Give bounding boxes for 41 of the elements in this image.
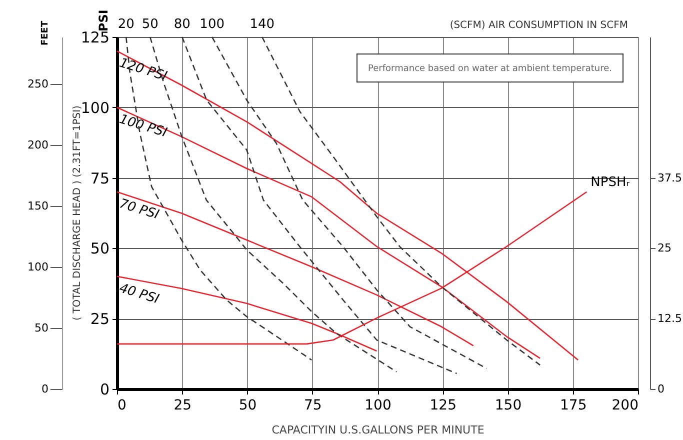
y-tick-label: 50: [90, 240, 110, 258]
y-axis-title: PSI: [96, 10, 110, 32]
annotation: Performance based on water at ambient temperature.: [368, 64, 612, 74]
x-axis-title: CAPACITYIN U.S.GALLONS PER MINUTE: [272, 424, 484, 436]
y3-tick-label: 50: [34, 322, 48, 335]
text: 70 PSI: [117, 196, 161, 223]
x-tick-label: 25: [174, 398, 192, 414]
y2-tick-label: 12.5: [658, 312, 682, 326]
y-tick-label: 75: [90, 169, 110, 188]
y3-tick-label: 0: [42, 382, 48, 396]
text: (SCFM) AIR CONSUMPTION IN SCFM: [450, 20, 628, 31]
y-tick-label: 0: [100, 380, 110, 398]
x-tick-label: 75: [304, 398, 322, 414]
y3-axis-title: FEET: [40, 20, 50, 46]
series-label: NPSHᵣ: [590, 174, 630, 190]
y-tick-label: 25: [90, 310, 110, 328]
line-series: [181, 36, 458, 374]
text: ( TOTAL DISCHARGE HEAD ) (2.31FT=1PSI): [72, 105, 83, 320]
x-tick-label: 150: [494, 398, 522, 414]
y3-tick-label: 200: [28, 138, 48, 152]
y-tick-label: 100: [80, 98, 110, 117]
y3-tick-label: 100: [28, 260, 48, 274]
text: 40 PSI: [117, 280, 161, 308]
x-tick-label: 125: [430, 398, 456, 414]
text: 100 PSI: [117, 112, 169, 141]
series-label: 20: [118, 17, 134, 32]
x-tick-label: 0: [118, 398, 126, 414]
series-label: 140: [250, 17, 275, 32]
y3-tick-label: 150: [28, 200, 48, 213]
x-tick-label: 50: [238, 398, 257, 414]
series-label: 50: [142, 17, 158, 32]
y2-tick-label: 37.5: [658, 171, 682, 184]
x-tick-label: 200: [612, 398, 638, 414]
text: 120 PSI: [117, 56, 169, 84]
y3-tick-label: 250: [28, 78, 48, 91]
x-tick-label: 175: [560, 398, 587, 414]
y2-tick-label: 25: [658, 242, 672, 255]
series-label: 100: [200, 17, 224, 32]
y2-tick-label: 0: [658, 382, 664, 396]
series-label: 80: [174, 17, 190, 32]
x-tick-label: 100: [364, 398, 392, 414]
